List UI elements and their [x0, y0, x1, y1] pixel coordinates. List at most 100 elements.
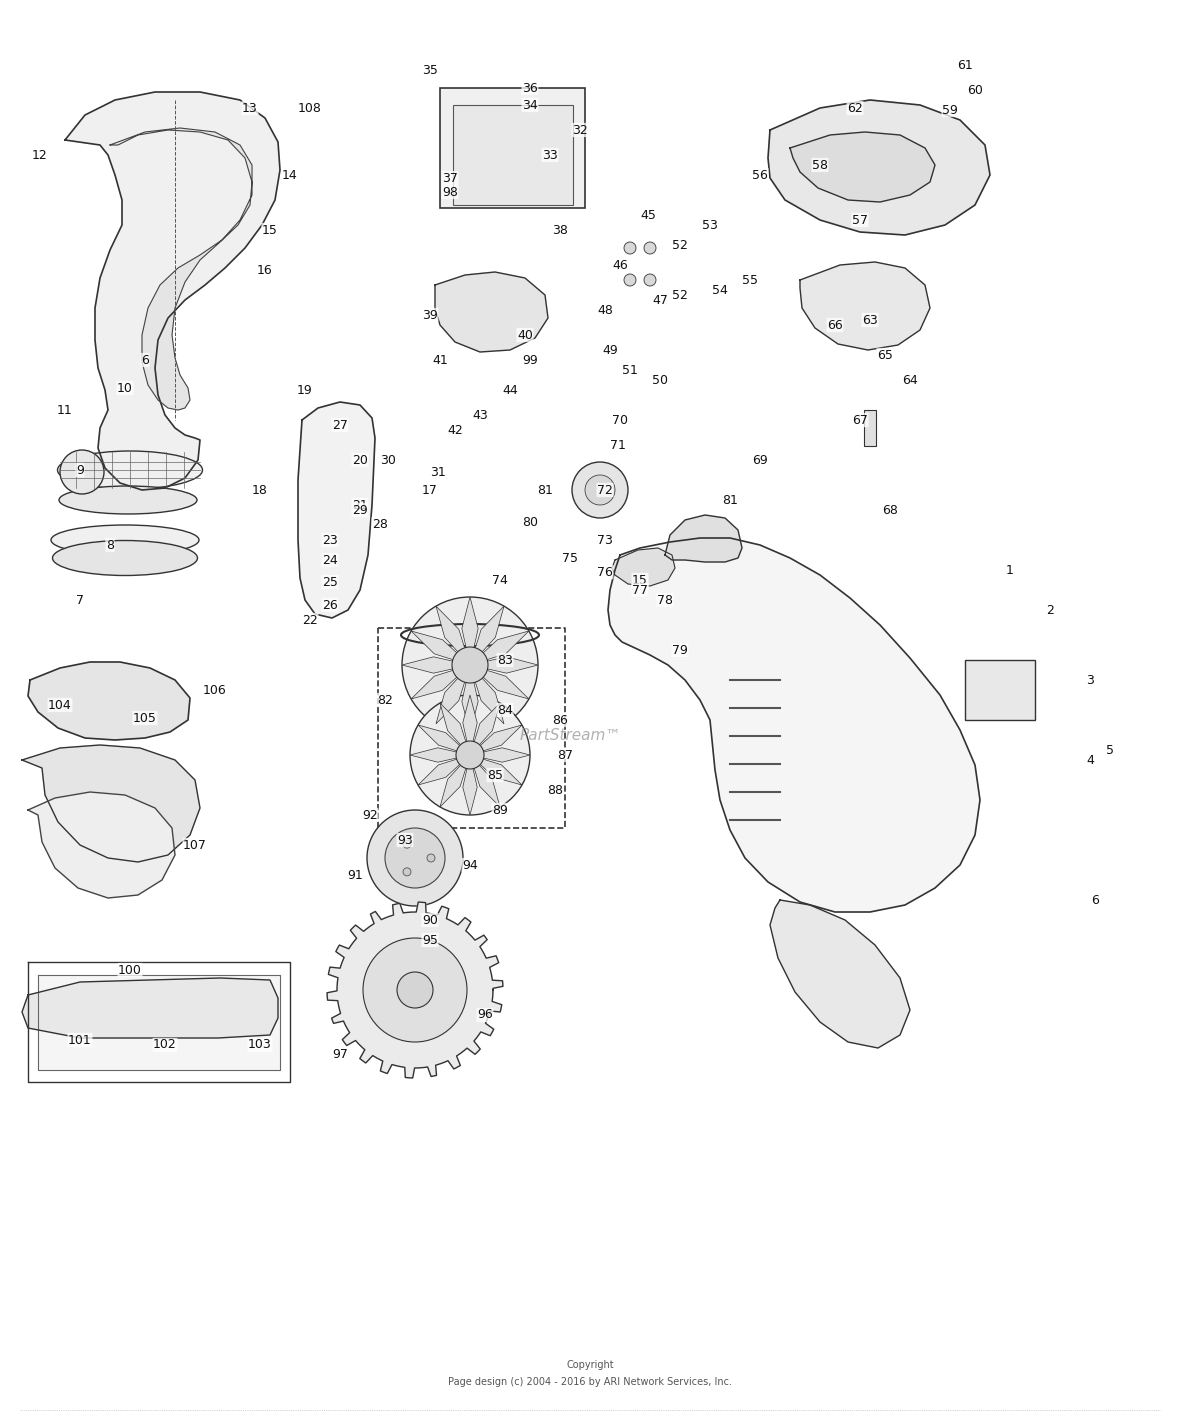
Polygon shape: [22, 745, 199, 863]
Text: 87: 87: [557, 748, 573, 761]
Text: 1: 1: [1007, 564, 1014, 577]
Ellipse shape: [52, 541, 197, 575]
Text: 84: 84: [497, 704, 513, 717]
Text: 82: 82: [378, 694, 393, 707]
Text: 93: 93: [398, 834, 413, 847]
Text: 49: 49: [602, 344, 618, 357]
Circle shape: [452, 647, 489, 683]
Text: 23: 23: [322, 534, 337, 547]
Text: 60: 60: [968, 83, 983, 97]
Text: 77: 77: [632, 584, 648, 597]
Text: 9: 9: [76, 464, 84, 477]
Circle shape: [427, 854, 435, 863]
Text: 6: 6: [1092, 894, 1099, 907]
Circle shape: [404, 840, 411, 848]
Text: 75: 75: [562, 551, 578, 564]
Text: 54: 54: [712, 284, 728, 297]
Text: 39: 39: [422, 308, 438, 321]
Text: 63: 63: [863, 314, 878, 327]
Text: 81: 81: [722, 494, 738, 507]
Polygon shape: [771, 900, 910, 1048]
Text: 66: 66: [827, 318, 843, 331]
Text: 5: 5: [1106, 744, 1114, 757]
Text: 73: 73: [597, 534, 612, 547]
Polygon shape: [470, 605, 504, 665]
Circle shape: [396, 972, 433, 1008]
Polygon shape: [461, 665, 478, 733]
Text: 65: 65: [877, 348, 893, 361]
Text: 43: 43: [472, 408, 487, 421]
Polygon shape: [435, 605, 470, 665]
Circle shape: [624, 274, 636, 286]
Text: 71: 71: [610, 438, 625, 451]
Text: 80: 80: [522, 516, 538, 528]
Text: 13: 13: [242, 101, 258, 114]
Circle shape: [60, 450, 104, 494]
Text: 69: 69: [752, 454, 768, 467]
Text: 40: 40: [517, 328, 533, 341]
Polygon shape: [440, 703, 470, 755]
Circle shape: [363, 938, 467, 1042]
Text: 61: 61: [957, 59, 972, 71]
Text: 92: 92: [362, 808, 378, 821]
Text: 85: 85: [487, 768, 503, 781]
Polygon shape: [418, 755, 470, 785]
Text: 41: 41: [432, 354, 448, 367]
Text: 12: 12: [32, 149, 48, 161]
Polygon shape: [28, 663, 190, 740]
Ellipse shape: [58, 451, 203, 488]
Polygon shape: [22, 978, 278, 1038]
Text: 38: 38: [552, 224, 568, 237]
Text: 35: 35: [422, 63, 438, 77]
Text: 79: 79: [673, 644, 688, 657]
Text: 34: 34: [522, 99, 538, 111]
Text: 24: 24: [322, 554, 337, 567]
Polygon shape: [38, 975, 280, 1070]
Circle shape: [409, 695, 530, 815]
Text: 17: 17: [422, 484, 438, 497]
Polygon shape: [402, 657, 470, 673]
Text: 106: 106: [203, 684, 227, 697]
Text: 103: 103: [248, 1038, 271, 1051]
Polygon shape: [411, 631, 470, 665]
Bar: [965, 660, 1035, 720]
Text: 22: 22: [302, 614, 317, 627]
Text: 6: 6: [142, 354, 149, 367]
Text: 2: 2: [1045, 604, 1054, 617]
Text: 7: 7: [76, 594, 84, 607]
Bar: [440, 89, 585, 208]
Text: 42: 42: [447, 424, 463, 437]
Polygon shape: [470, 755, 500, 807]
Text: 53: 53: [702, 218, 717, 231]
Text: 99: 99: [522, 354, 538, 367]
Text: Page design (c) 2004 - 2016 by ARI Network Services, Inc.: Page design (c) 2004 - 2016 by ARI Netwo…: [448, 1377, 732, 1388]
Circle shape: [644, 274, 656, 286]
Text: 26: 26: [322, 598, 337, 611]
Text: 25: 25: [322, 575, 337, 588]
Text: 90: 90: [422, 914, 438, 927]
Polygon shape: [768, 100, 990, 236]
Text: 48: 48: [597, 304, 612, 317]
Text: 81: 81: [537, 484, 553, 497]
Text: 70: 70: [612, 414, 628, 427]
Polygon shape: [789, 131, 935, 201]
Text: 59: 59: [942, 103, 958, 117]
Text: 37: 37: [442, 171, 458, 184]
Polygon shape: [612, 548, 675, 585]
Circle shape: [385, 828, 445, 888]
Polygon shape: [435, 665, 470, 724]
Polygon shape: [435, 271, 548, 351]
Bar: [453, 106, 573, 206]
Text: 95: 95: [422, 934, 438, 947]
Text: 46: 46: [612, 258, 628, 271]
Text: 91: 91: [347, 868, 363, 881]
Text: 50: 50: [653, 374, 668, 387]
Text: 64: 64: [903, 374, 918, 387]
Polygon shape: [470, 665, 504, 724]
Text: 89: 89: [492, 804, 507, 817]
Text: PartStream™: PartStream™: [519, 728, 621, 743]
Polygon shape: [470, 703, 500, 755]
Text: 31: 31: [431, 466, 446, 478]
Text: 14: 14: [282, 169, 297, 181]
Polygon shape: [411, 665, 470, 698]
